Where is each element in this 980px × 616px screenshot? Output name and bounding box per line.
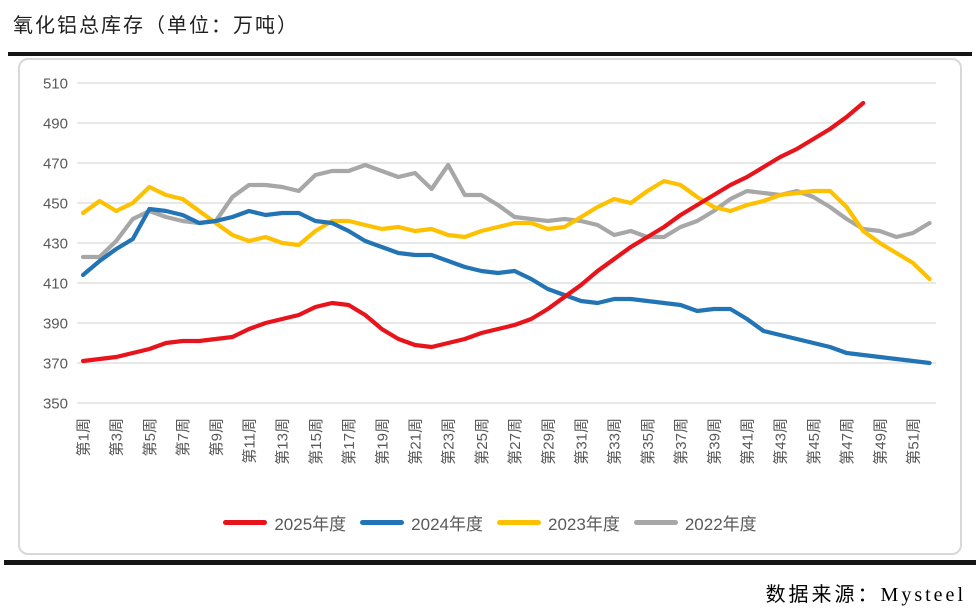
x-axis-tick-label: 第9周 xyxy=(207,418,225,456)
x-axis-tick-label: 第3周 xyxy=(108,418,126,456)
series-line-2024 xyxy=(80,206,932,366)
y-axis-tick-label: 510 xyxy=(43,76,68,93)
legend-label-2024: 2024年度 xyxy=(411,515,483,534)
x-axis-tick-label: 第43周 xyxy=(772,418,790,465)
y-axis-tick-label: 450 xyxy=(43,196,68,213)
x-axis-tick-label: 第47周 xyxy=(838,418,856,465)
chart-panel: 350 370 390 410 430 450 470 490 510 第1周 第3周 第5周 第7周第… xyxy=(18,58,962,555)
page-title: 氧化铝总库存（单位：万吨） xyxy=(13,15,299,37)
y-axis-tick-label: 390 xyxy=(43,316,68,333)
x-axis-tick-label: 第27周 xyxy=(506,418,524,465)
x-axis-tick-label: 第17周 xyxy=(340,418,358,465)
legend-item-2024: 2024年度 xyxy=(360,510,483,535)
legend-swatch-2024 xyxy=(360,520,405,525)
x-axis-tick-label: 第39周 xyxy=(705,418,723,465)
x-axis-tick-label: 第1周 xyxy=(75,418,93,456)
series-line-2023 xyxy=(80,178,932,282)
series-line-2025 xyxy=(80,100,866,364)
x-axis-tick-label: 第41周 xyxy=(739,418,757,465)
y-axis-tick-label: 370 xyxy=(43,356,68,373)
legend-item-2023: 2023年度 xyxy=(497,510,620,535)
x-axis-tick-label: 第35周 xyxy=(639,418,657,465)
legend-item-2025: 2025年度 xyxy=(223,510,346,535)
x-axis-tick-label: 第31周 xyxy=(573,418,591,465)
legend-label-2022: 2022年度 xyxy=(684,515,757,534)
y-axis-tick-label: 470 xyxy=(43,156,68,173)
legend-swatch-2025 xyxy=(223,520,268,525)
x-axis-tick-label: 第51周 xyxy=(905,418,923,465)
bottom-divider xyxy=(4,560,976,565)
chart-legend: 2025年度 2024年度 2023年度 2022年度 xyxy=(20,510,960,535)
y-axis-tick-label: 430 xyxy=(43,236,68,253)
x-axis-tick-label: 第29周 xyxy=(539,418,557,465)
x-axis-tick-label: 第23周 xyxy=(440,418,458,465)
x-axis-tick-label: 第19周 xyxy=(373,418,391,465)
x-axis-tick-label: 第13周 xyxy=(274,418,292,465)
line-chart: 350370390410430450470490510第1周 第3周 第5周 第7周第… xyxy=(43,76,936,465)
data-source: 数据来源：Mysteel xyxy=(765,584,966,606)
x-axis-tick-label: 第11周 xyxy=(241,418,259,464)
legend-label-2023: 2023年度 xyxy=(548,515,620,534)
legend-label-2025: 2025年度 xyxy=(274,515,347,534)
x-axis-tick-label: 第7周 xyxy=(174,418,192,456)
x-axis-tick-label: 第45周 xyxy=(805,418,823,465)
x-axis-tick-label: 第25周 xyxy=(473,418,491,465)
x-axis-tick-label: 第49周 xyxy=(871,418,889,465)
x-axis-tick-label: 第15周 xyxy=(307,418,325,465)
y-axis-tick-label: 350 xyxy=(43,396,68,413)
x-axis-tick-label: 第5周 xyxy=(141,418,159,456)
y-axis-tick-label: 490 xyxy=(43,116,68,133)
legend-item-2022: 2022年度 xyxy=(633,510,757,535)
legend-swatch-2023 xyxy=(497,520,541,525)
legend-swatch-2022 xyxy=(633,520,678,525)
y-axis-tick-label: 410 xyxy=(43,276,68,293)
x-axis-tick-label: 第37周 xyxy=(672,418,690,465)
x-axis-tick-label: 第21周 xyxy=(407,418,425,465)
x-axis-tick-label: 第33周 xyxy=(606,418,624,465)
top-divider xyxy=(8,52,972,56)
